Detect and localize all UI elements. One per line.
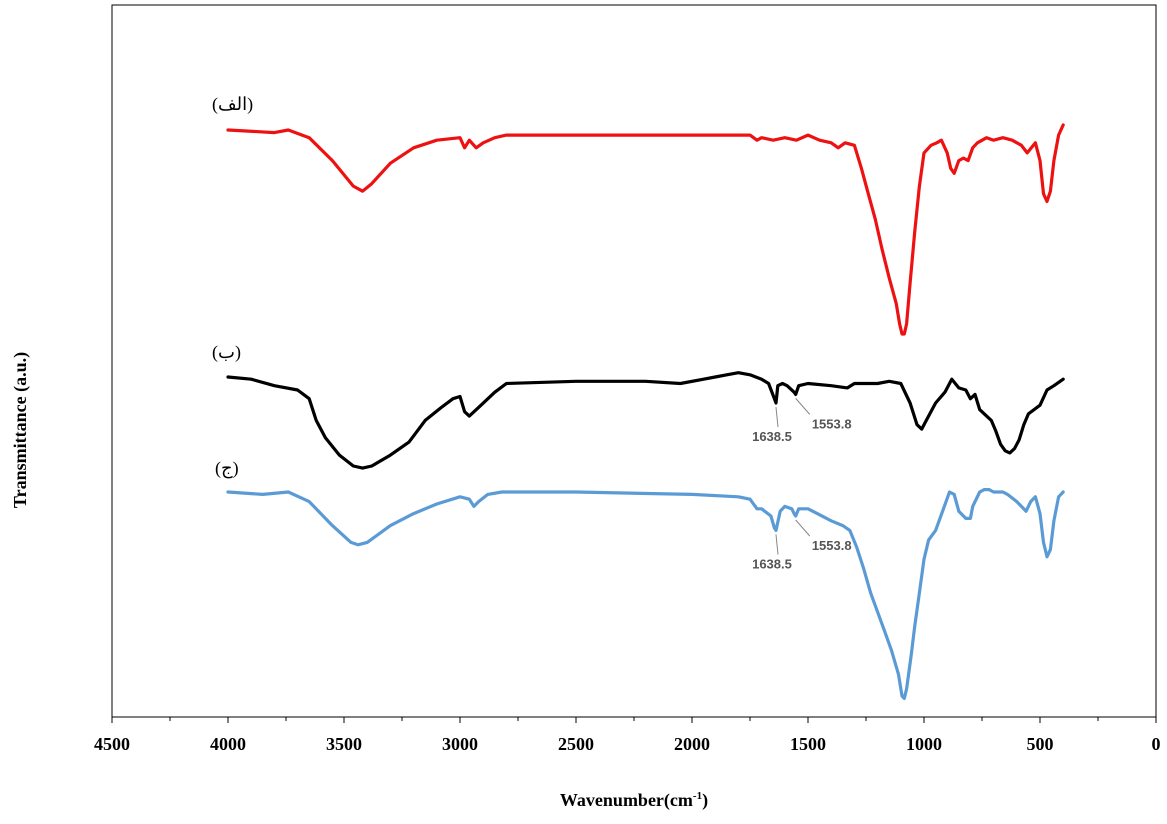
x-tick-label: 4500	[94, 734, 130, 754]
annotation-leader	[775, 406, 779, 428]
peak-annotation: 1553.8	[812, 416, 852, 431]
annotation-leader	[795, 398, 811, 415]
series-line-1	[226, 123, 1065, 336]
annotation-leader	[775, 534, 779, 555]
series-label-2: (ب)	[212, 342, 241, 363]
annotation-leader	[795, 519, 811, 537]
x-tick-label: 2500	[558, 734, 594, 754]
x-tick-label: 4000	[210, 734, 246, 754]
peak-annotation: 1638.5	[752, 429, 792, 444]
peak-annotation: 1553.8	[812, 538, 852, 553]
x-tick-label: 0	[1152, 734, 1161, 754]
x-axis-label-main: Wavenumber(cm	[560, 790, 693, 811]
x-axis-label: Wavenumber(cm-1)	[560, 790, 708, 811]
series-label-3: (ج)	[215, 458, 239, 479]
series-line-3	[226, 488, 1065, 700]
plot-frame	[111, 4, 1157, 718]
series-label-1: (الف)	[212, 94, 253, 115]
x-tick-label: 2000	[674, 734, 710, 754]
x-tick-label: 3500	[326, 734, 362, 754]
peak-annotation: 1638.5	[752, 556, 792, 571]
series-line-2	[226, 371, 1065, 470]
x-tick-label: 1000	[906, 734, 942, 754]
x-tick-label: 3000	[442, 734, 478, 754]
x-axis: 4500 4000 3500 3000 2500 2000 1500 1000 500 0	[94, 717, 1161, 754]
x-tick-label: 500	[1027, 734, 1054, 754]
peak-annotations: 1638.5 1553.8 1638.5 1553.8	[752, 398, 852, 571]
x-axis-label-close: )	[702, 790, 708, 811]
series-labels: (الف) (ب) (ج)	[212, 94, 253, 479]
x-axis-label-superscript: -1	[693, 790, 702, 802]
series-group	[226, 123, 1065, 700]
x-tick-label: 1500	[790, 734, 826, 754]
y-axis-label: Transmittance (a.u.)	[10, 352, 31, 508]
